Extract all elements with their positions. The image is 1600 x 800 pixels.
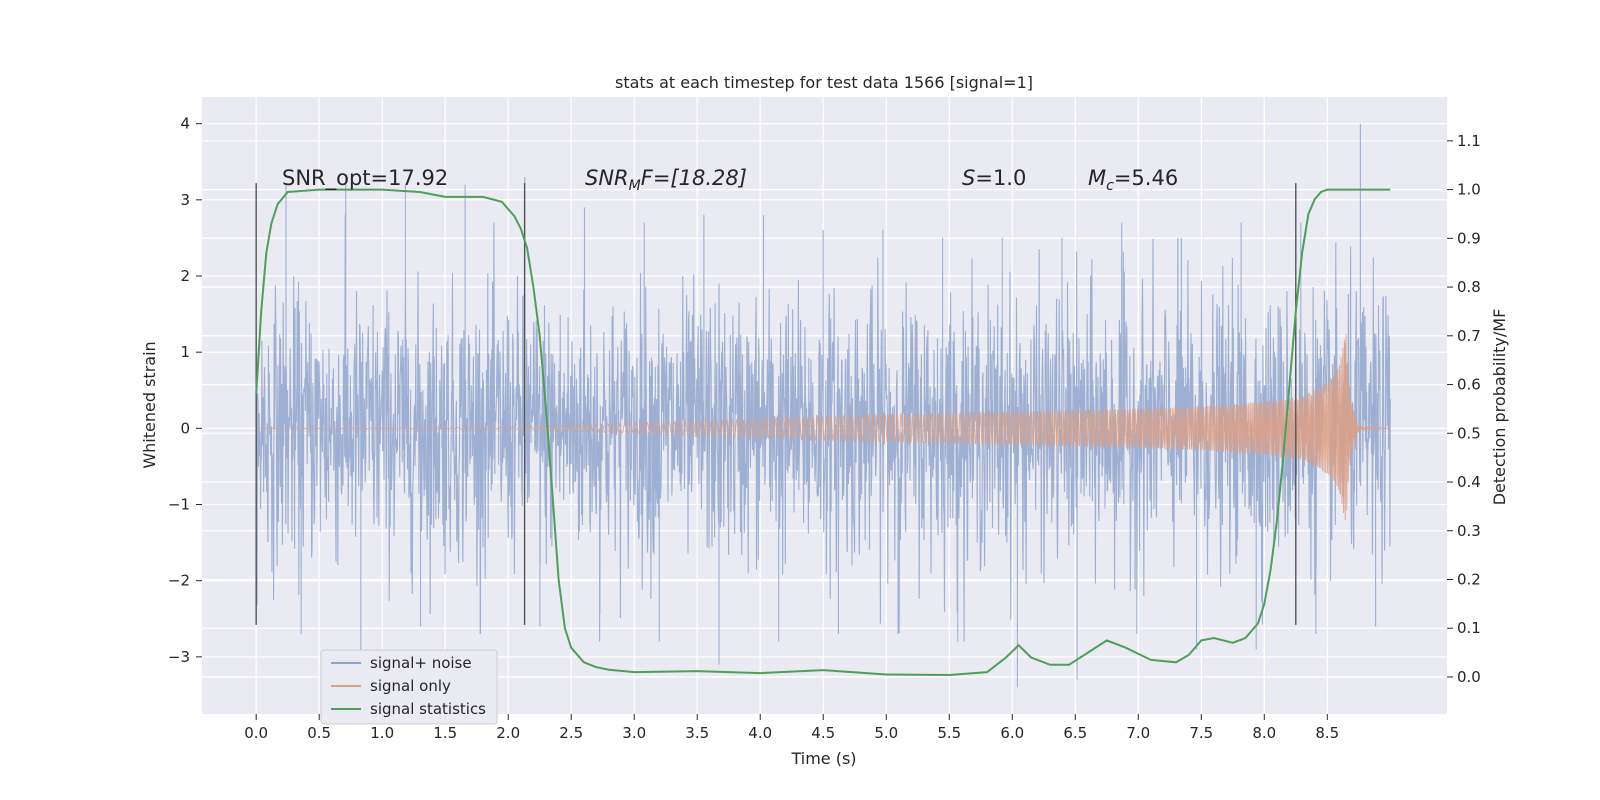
x-tick-label: 7.0 [1126, 724, 1150, 742]
x-tick-label: 7.5 [1189, 724, 1213, 742]
annotation-s-symbol: S [962, 166, 975, 190]
legend-label-signal-noise: signal+ noise [370, 654, 472, 672]
annotation-snr-mf-suffix: F=[18.28] [641, 166, 747, 190]
y2-tick-label: 1.0 [1457, 181, 1481, 199]
x-tick-label: 3.5 [685, 724, 709, 742]
y2-tick-label: 0.9 [1457, 229, 1481, 247]
y2-tick-label: 0.0 [1457, 668, 1481, 686]
y2-tick-label: 1.1 [1457, 132, 1481, 150]
annotation-mc-symbol: M [1088, 166, 1106, 190]
y-tick-label: 0 [180, 419, 190, 437]
y-tick-label: 2 [180, 267, 190, 285]
y-tick-label: −2 [168, 572, 190, 590]
series-signal-noise [255, 123, 1391, 688]
signal-statistics-line [255, 188, 1391, 677]
y2-tick-label: 0.1 [1457, 619, 1481, 637]
annotation-mc-value: =5.46 [1114, 166, 1178, 190]
x-tick-label: 8.5 [1315, 724, 1339, 742]
x-tick-label: 4.0 [748, 724, 772, 742]
annotation-snr-mf-prefix: SNR [585, 166, 629, 190]
annotation-snr-opt: SNR_opt=17.92 [282, 166, 448, 191]
y2-tick-label: 0.5 [1457, 424, 1481, 442]
legend-label-signal-statistics: signal statistics [370, 700, 486, 718]
series-signal-only [256, 333, 1391, 521]
series-signal-statistics [255, 188, 1391, 677]
annotation-snr-mf: SNRMF=[18.28] [585, 166, 747, 194]
y-tick-label: 4 [180, 115, 190, 133]
x-tick-label: 2.0 [496, 724, 520, 742]
y2-tick-label: 0.2 [1457, 570, 1481, 588]
y-tick-label: −1 [168, 496, 190, 514]
y-tick-label: 1 [180, 343, 190, 361]
vertical-markers [255, 183, 1297, 625]
x-tick-label: 1.0 [370, 724, 394, 742]
signal-noise-line [255, 123, 1391, 688]
x-tick-label: 4.5 [811, 724, 835, 742]
legend: signal+ noise signal only signal statist… [320, 649, 498, 725]
chart-title: stats at each timestep for test data 156… [615, 73, 1033, 92]
y2-tick-label: 0.8 [1457, 278, 1481, 296]
annotation-mc: Mc=5.46 [1088, 166, 1178, 194]
y2-axis-ticks: 1.1 1.0 0.9 0.8 0.7 0.6 0.5 0.4 0.3 0.2 0.1 0.0 [1447, 132, 1481, 686]
x-tick-label: 6.5 [1063, 724, 1087, 742]
x-tick-label: 5.5 [937, 724, 961, 742]
annotation-snr-mf-sub: M [629, 178, 641, 194]
y2-tick-label: 0.6 [1457, 376, 1481, 394]
y-axis-label: Whitened strain [140, 341, 159, 468]
annotation-s: S=1.0 [962, 166, 1026, 190]
legend-box [320, 649, 498, 725]
x-tick-label: 8.0 [1252, 724, 1276, 742]
x-tick-label: 5.0 [874, 724, 898, 742]
x-tick-label: 6.0 [1000, 724, 1024, 742]
x-tick-label: 0.5 [307, 724, 331, 742]
y2-tick-label: 0.4 [1457, 473, 1481, 491]
y-tick-label: −3 [168, 648, 190, 666]
x-tick-label: 3.0 [622, 724, 646, 742]
x-tick-label: 0.0 [244, 724, 268, 742]
x-tick-label: 2.5 [559, 724, 583, 742]
legend-label-signal-only: signal only [370, 677, 451, 695]
x-tick-label: 1.5 [433, 724, 457, 742]
y2-tick-label: 0.3 [1457, 522, 1481, 540]
y-axis-ticks: 4 3 2 1 0 −1 −2 −3 [168, 115, 202, 666]
x-axis-ticks: 0.0 0.5 1.0 1.5 2.0 2.5 3.0 3.5 4.0 4.5 5.0 5.5 6.0 6… [244, 714, 1339, 742]
y2-axis-label: Detection probability/MF [1490, 309, 1509, 506]
y-tick-label: 3 [180, 191, 190, 209]
annotation-s-value: =1.0 [975, 166, 1026, 190]
signal-only-line [256, 333, 1391, 521]
x-axis-label: Time (s) [790, 749, 856, 768]
y2-tick-label: 0.7 [1457, 327, 1481, 345]
annotation-mc-sub: c [1106, 178, 1114, 194]
